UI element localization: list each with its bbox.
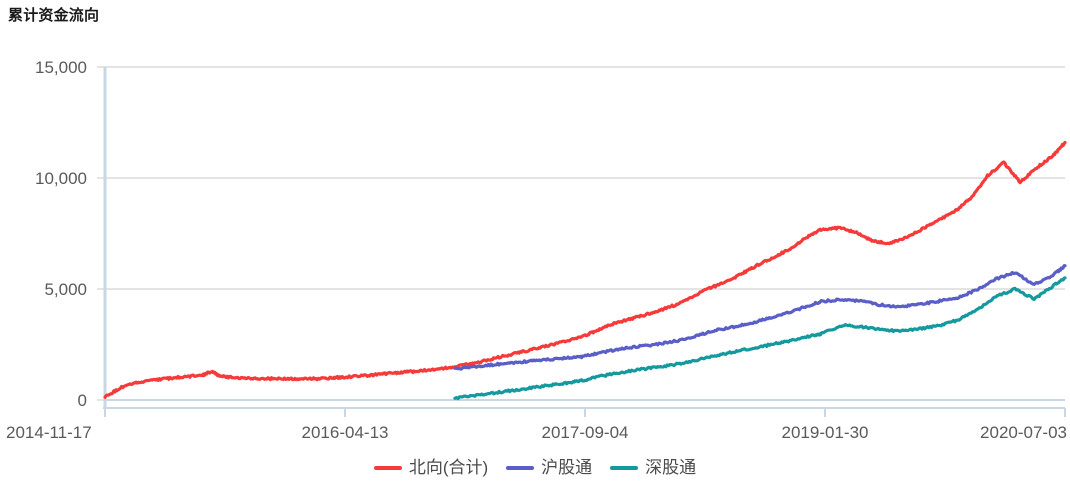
- series-line: [453, 276, 1067, 401]
- y-tick-label: 5,000: [44, 280, 87, 299]
- x-tick-label: 2014-11-17: [6, 423, 92, 442]
- x-axis-tick-labels: 2014-11-17 2016-04-13 2017-09-04 2019-01-30…: [6, 423, 1067, 442]
- axis-lines: [97, 66, 1066, 417]
- legend-label: 沪股通: [541, 458, 593, 477]
- legend-swatch-icon: [506, 466, 535, 470]
- gridlines: [105, 66, 1065, 401]
- legend-item-hu-connect[interactable]: 沪股通: [506, 458, 592, 478]
- y-tick-label: 0: [78, 391, 87, 410]
- y-axis-tick-labels: 0 5,000 10,000 15,000: [35, 58, 87, 410]
- legend-item-north-total[interactable]: 北向(合计): [373, 458, 489, 478]
- legend-swatch-icon: [373, 466, 402, 470]
- x-tick-label: 2020-07-03: [980, 423, 1067, 442]
- x-tick-label: 2019-01-30: [782, 423, 869, 442]
- chart-legend: 北向(合计) 沪股通 深股通: [0, 458, 1070, 478]
- series-line: [453, 264, 1067, 371]
- legend-label: 北向(合计): [408, 458, 489, 477]
- legend-item-shen-connect[interactable]: 深股通: [610, 458, 696, 478]
- y-tick-label: 10,000: [35, 169, 87, 188]
- x-tick-label: 2017-09-04: [542, 423, 629, 442]
- legend-label: 深股通: [645, 458, 697, 477]
- legend-swatch-icon: [610, 466, 639, 470]
- series-line: [103, 140, 1067, 399]
- y-tick-label: 15,000: [35, 58, 87, 77]
- chart-title: 累计资金流向: [8, 7, 100, 24]
- x-tick-label: 2016-04-13: [302, 423, 389, 442]
- data-series: [103, 140, 1067, 401]
